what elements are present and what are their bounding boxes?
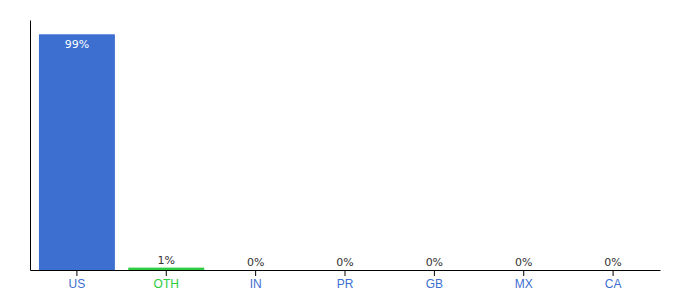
x-tick-mark — [76, 270, 77, 276]
x-tick-label: GB — [426, 277, 443, 291]
x-tick-mark — [255, 270, 256, 276]
x-tick: US — [69, 270, 86, 291]
x-tick-label: PR — [337, 277, 354, 291]
bar — [39, 34, 115, 270]
x-tick-mark — [345, 270, 346, 276]
x-tick-mark — [166, 270, 167, 276]
data-label: 0% — [515, 256, 532, 269]
x-tick-mark — [613, 270, 614, 276]
y-axis — [30, 21, 31, 271]
x-tick: GB — [426, 270, 443, 291]
x-tick-label: OTH — [154, 277, 179, 291]
data-label: 1% — [158, 254, 175, 267]
x-tick: PR — [337, 270, 354, 291]
x-tick-label: MX — [515, 277, 533, 291]
x-tick-label: US — [69, 277, 86, 291]
data-label: 0% — [336, 256, 353, 269]
x-tick-mark — [434, 270, 435, 276]
bar — [218, 270, 294, 271]
data-label: 0% — [426, 256, 443, 269]
bar — [486, 270, 562, 271]
x-tick: CA — [605, 270, 622, 291]
data-label: 0% — [604, 256, 621, 269]
x-tick-label: IN — [250, 277, 262, 291]
bars — [39, 34, 204, 270]
bar — [575, 270, 651, 271]
x-tick: IN — [250, 270, 262, 291]
data-labels: 99% 1% 0% 0% 0% 0% 0% — [65, 38, 622, 269]
data-label: 0% — [247, 256, 264, 269]
y-axis-line — [30, 21, 31, 271]
x-axis: US OTH IN PR GB MX CA — [31, 270, 661, 291]
x-tick: MX — [515, 270, 533, 291]
plot: US OTH IN PR GB MX CA 99% 1% 0% 0% 0% 0% 0% — [31, 21, 661, 291]
bar — [307, 270, 383, 271]
bar — [128, 268, 204, 270]
data-label: 99% — [65, 38, 89, 51]
x-tick: OTH — [154, 270, 179, 291]
bar — [396, 270, 472, 271]
x-tick-label: CA — [605, 277, 622, 291]
x-tick-mark — [523, 270, 524, 276]
chart: US OTH IN PR GB MX CA 99% 1% 0% 0% 0% 0% 0% — [0, 0, 680, 300]
